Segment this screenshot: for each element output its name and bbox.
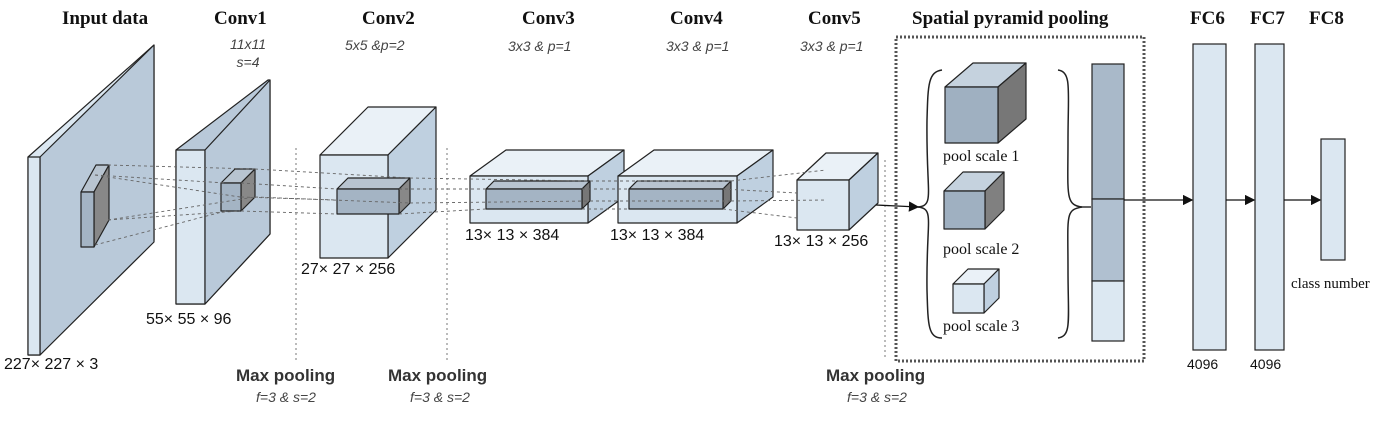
input-conv1-projection-4 [94,174,241,198]
spp-vector-segment-2 [1091,198,1125,282]
input-conv1-projection-0 [94,174,227,184]
pool-scale-2-cube-front [943,190,986,230]
pool-scale-3-cube-front [952,283,985,314]
conv2-kernel-front [336,188,400,215]
pool-scale-2-label: pool scale 2 [943,241,1020,258]
conv3-param: 3x3 & p=1 [508,38,572,54]
conv5-cube-front [796,179,850,231]
conv2-kernel-top [336,177,411,190]
fc6-title: FC6 [1190,8,1225,29]
fc7-size: 4096 [1250,356,1282,372]
conv2-conv3-projection-1 [398,208,487,215]
conv2-conv3-projection-3 [409,200,591,204]
fc8-class-number: class number [1291,276,1370,292]
conv4-conv5-projection-1 [722,208,798,219]
conv2-conv3-projection-2 [409,177,591,182]
input-kernel-front [80,191,95,248]
input-slab-edge [27,156,41,356]
pool-scale-3-label: pool scale 3 [943,318,1020,335]
max-pooling-3-label: Max pooling [826,366,926,385]
max-pooling-3-param: f=3 & s=2 [847,389,907,405]
conv4-conv5-projection-2 [730,169,827,182]
max-pooling-2-param: f=3 & s=2 [410,389,470,405]
conv3-kernel-top [485,180,591,190]
conv5-param: 3x3 & p=1 [800,38,864,54]
conv3-kernel-front [485,188,583,210]
conv4-title: Conv4 [670,8,723,29]
conv3-title: Conv3 [522,8,575,29]
conv1-dims: 55× 55 × 96 [146,311,232,328]
conv1-conv2-projection-0 [240,182,338,190]
conv1-conv2-projection-4 [240,196,338,201]
spp-vector-segment-1 [1091,63,1125,200]
conv1-slab-edge [175,149,206,305]
conv4-param: 3x3 & p=1 [666,38,730,54]
input-title: Input data [62,8,149,29]
input-dims: 227× 227 × 3 [4,356,99,373]
spp-frame [894,35,1146,363]
spp-left-brace-bottom [917,206,943,339]
conv4-dims: 13× 13 × 384 [610,227,705,244]
conv4-kernel-top [628,180,732,190]
pool-scale-1-label: pool scale 1 [943,148,1020,165]
conv2-param: 5x5 &p=2 [345,37,405,53]
conv5-to-spp-arrow [875,201,920,212]
conv1-conv2-projection-1 [240,210,338,215]
spp-title: Spatial pyramid pooling [912,8,1109,29]
conv4-conv5-projection-0 [722,188,798,194]
pool-scale-1-cube-front [944,86,999,144]
conv1-param-kernel: 11x11 [229,36,267,52]
spp-right-brace-top [1057,69,1083,208]
conv4-conv5-projection-3 [730,199,827,202]
conv1-conv2-projection-3 [254,196,411,204]
fc7-layer [1254,43,1285,351]
max-pooling-1-label: Max pooling [236,366,336,385]
conv1-param-stride: s=4 [236,54,260,70]
spp-vector-segment-3 [1091,280,1125,342]
conv3-dims: 13× 13 × 384 [465,227,560,244]
conv2-title: Conv2 [362,8,415,29]
conv2-dims: 27× 27 × 256 [301,261,396,278]
conv5-title: Conv5 [808,8,861,29]
fc6-layer [1192,43,1227,351]
fc7-title: FC7 [1250,8,1285,29]
conv4-kernel-front [628,188,724,210]
spp-left-brace-top [917,69,943,208]
conv1-title: Conv1 [214,8,267,29]
input-conv1-projection-2 [107,164,256,170]
conv5-dims: 13× 13 × 256 [774,233,869,250]
conv1-conv2-projection-2 [254,168,411,179]
fc8-title: FC8 [1309,8,1344,29]
input-conv1-projection-5 [107,210,241,221]
input-conv1-projection-3 [107,196,256,221]
max-pooling-2-label: Max pooling [388,366,488,385]
fc8-layer [1320,138,1346,261]
max-pooling-1-param: f=3 & s=2 [256,389,316,405]
fc6-size: 4096 [1187,356,1219,372]
input-conv1-projection-1 [94,210,227,246]
spp-right-brace-bottom [1057,206,1083,339]
